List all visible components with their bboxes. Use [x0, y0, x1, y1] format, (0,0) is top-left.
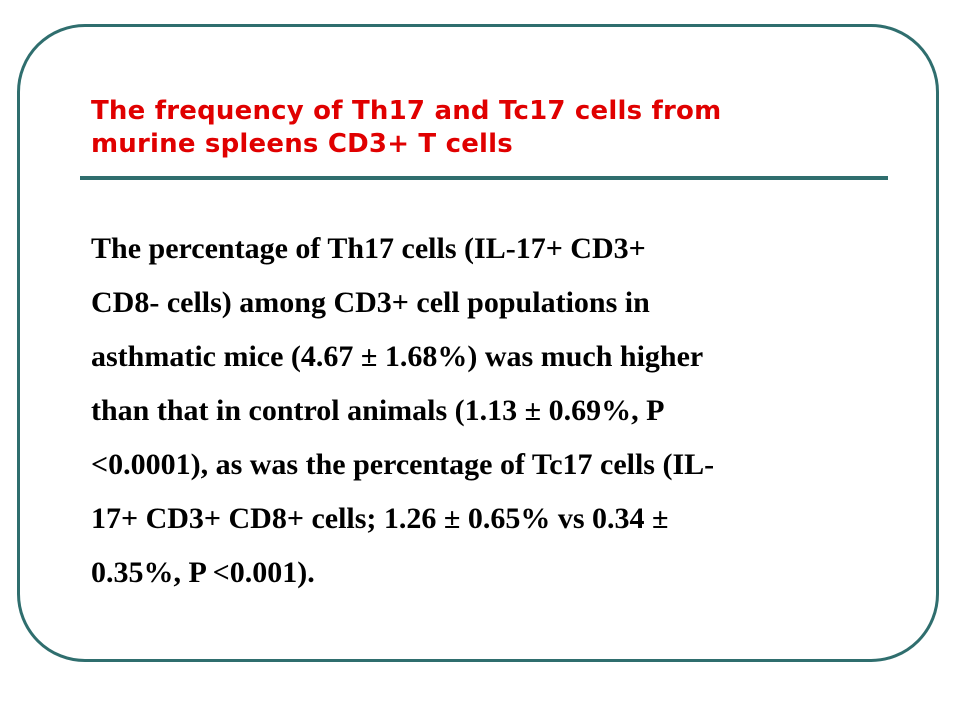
slide-frame — [17, 24, 939, 662]
body-line-2: CD8- cells) among CD3+ cell populations … — [91, 286, 650, 319]
body-line-1: The percentage of Th17 cells (IL-17+ CD3… — [91, 232, 646, 265]
body-line-6: 17+ CD3+ CD8+ cells; 1.26 ± 0.65% vs 0.3… — [91, 502, 669, 535]
title-line-1: The frequency of Th17 and Tc17 cells fro… — [91, 96, 722, 126]
slide-body-text: The percentage of Th17 cells (IL-17+ CD3… — [91, 222, 851, 600]
title-divider — [80, 176, 888, 180]
body-line-7: 0.35%, P <0.001). — [91, 556, 315, 589]
title-line-2: murine spleens CD3+ T cells — [91, 129, 513, 159]
body-line-4: than that in control animals (1.13 ± 0.6… — [91, 394, 665, 427]
body-line-3: asthmatic mice (4.67 ± 1.68%) was much h… — [91, 340, 704, 373]
slide-title: The frequency of Th17 and Tc17 cells fro… — [91, 95, 881, 161]
body-line-5: <0.0001), as was the percentage of Tc17 … — [91, 448, 715, 481]
